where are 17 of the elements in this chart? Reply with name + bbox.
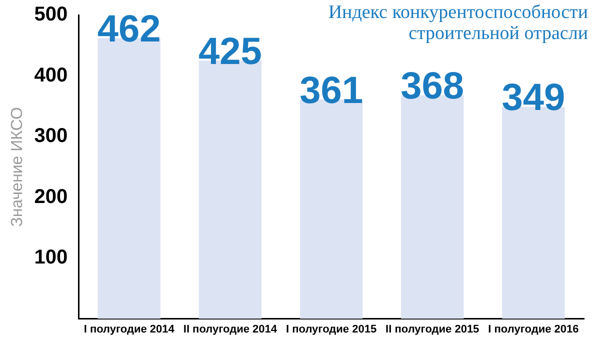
data-label: 361 [300,70,363,112]
chart-title: Индекс конкурентоспособности строительной отрасли [327,2,588,44]
x-tick-label: I полугодие 2016 [488,323,579,336]
y-tick-label: 500 [34,4,68,26]
data-label: 349 [502,77,566,120]
x-tick-label: II полугодие 2014 [183,323,278,336]
x-tick-label: II полугодие 2015 [386,323,480,336]
y-tick-label: 400 [34,64,68,86]
data-label: 462 [97,8,161,51]
x-tick-label: I полугодие 2015 [286,323,377,336]
data-label: 425 [198,31,262,74]
y-tick-label: 300 [34,125,68,148]
y-tick-label: 100 [34,246,68,269]
y-axis-title: Значение ИКСО [9,107,26,227]
data-label: 368 [400,66,464,108]
x-tick-label: I полугодие 2014 [84,323,176,336]
y-tick-label: 200 [34,186,68,208]
